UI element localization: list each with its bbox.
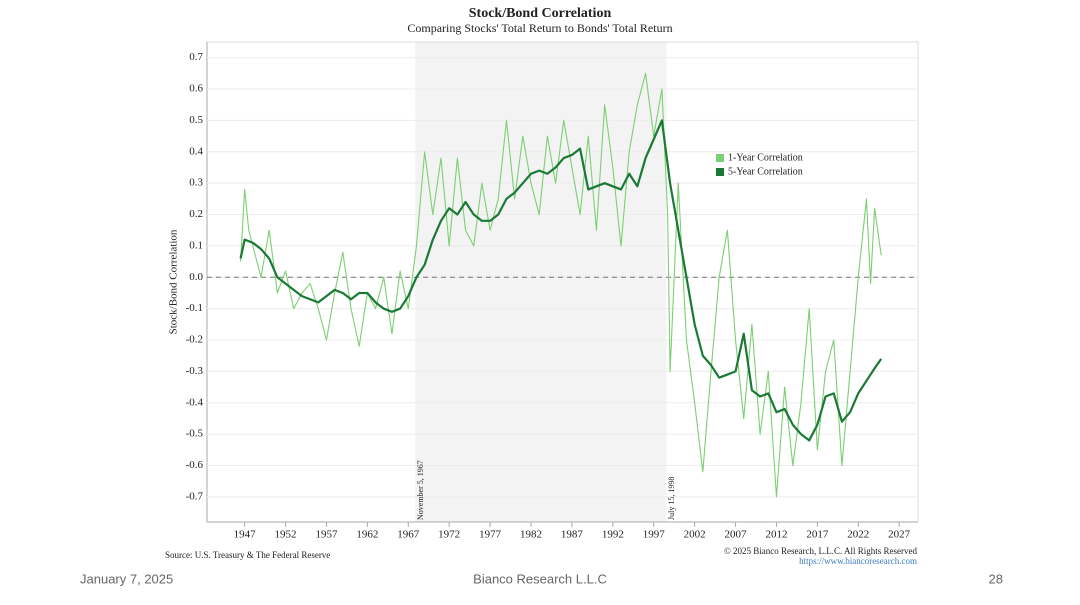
y-tick-label: 0.7 bbox=[189, 51, 203, 63]
x-tick-label: 1962 bbox=[356, 529, 378, 541]
x-tick-label: 2017 bbox=[806, 529, 829, 541]
y-tick-label: 0.0 bbox=[189, 271, 203, 283]
y-tick-label: 0.2 bbox=[189, 208, 203, 220]
x-tick-label: 2002 bbox=[684, 529, 706, 541]
legend-swatch bbox=[716, 154, 724, 162]
annotation-label: July 15, 1998 bbox=[667, 477, 676, 520]
url[interactable]: https://www.biancoresearch.com bbox=[799, 556, 917, 566]
x-tick-label: 2027 bbox=[888, 529, 911, 541]
y-tick-label: -0.3 bbox=[186, 365, 204, 377]
chart-title: Stock/Bond Correlation bbox=[469, 6, 612, 21]
y-tick-label: 0.1 bbox=[189, 239, 203, 251]
legend-swatch bbox=[716, 168, 724, 176]
annotation-label: November 5, 1967 bbox=[416, 460, 425, 520]
x-tick-label: 1952 bbox=[275, 529, 297, 541]
shaded-region bbox=[415, 42, 667, 522]
slide-number: 28 bbox=[989, 571, 1003, 586]
plot-area: -0.7 -0.6 -0.5 -0.4 -0.3 -0.2 -0.1 0.0 0.1 0.2 0.3… bbox=[186, 41, 919, 541]
source-note: Source: U.S. Treasury & The Federal Rese… bbox=[165, 550, 330, 560]
copyright: © 2025 Bianco Research, L.L.C. All Right… bbox=[724, 546, 918, 556]
x-tick-label: 2022 bbox=[847, 529, 869, 541]
x-tick-label: 1967 bbox=[397, 529, 420, 541]
x-tick-label: 1992 bbox=[602, 529, 624, 541]
y-tick-label: -0.2 bbox=[186, 334, 203, 346]
y-tick-label: -0.7 bbox=[186, 490, 204, 502]
slide-date: January 7, 2025 bbox=[80, 571, 173, 586]
x-tick-label: 1972 bbox=[438, 529, 460, 541]
y-tick-label: -0.6 bbox=[186, 459, 204, 471]
series-line bbox=[240, 72, 882, 498]
y-tick-label: 0.3 bbox=[189, 177, 203, 189]
series-line bbox=[239, 119, 883, 442]
y-axis-label: Stock/Bond Correlation bbox=[168, 229, 180, 334]
x-tick-label: 1947 bbox=[234, 529, 257, 541]
x-tick-label: 2012 bbox=[765, 529, 787, 541]
y-tick-label: -0.4 bbox=[186, 396, 204, 408]
y-tick-label: 0.4 bbox=[189, 145, 203, 157]
x-tick-label: 2007 bbox=[725, 529, 748, 541]
x-tick-label: 1957 bbox=[315, 529, 338, 541]
x-tick-label: 1982 bbox=[520, 529, 542, 541]
y-tick-label: -0.1 bbox=[186, 302, 203, 314]
x-tick-label: 1987 bbox=[561, 529, 584, 541]
y-tick-label: 0.6 bbox=[189, 83, 203, 95]
x-tick-label: 1977 bbox=[479, 529, 502, 541]
slide-company: Bianco Research L.L.C bbox=[473, 571, 607, 586]
y-tick-label: -0.5 bbox=[186, 428, 204, 440]
legend-label: 5-Year Correlation bbox=[728, 166, 803, 177]
chart-subtitle: Comparing Stocks' Total Return to Bonds'… bbox=[407, 21, 672, 35]
y-tick-label: 0.5 bbox=[189, 114, 203, 126]
legend-label: 1-Year Correlation bbox=[728, 152, 803, 163]
x-tick-label: 1997 bbox=[643, 529, 666, 541]
